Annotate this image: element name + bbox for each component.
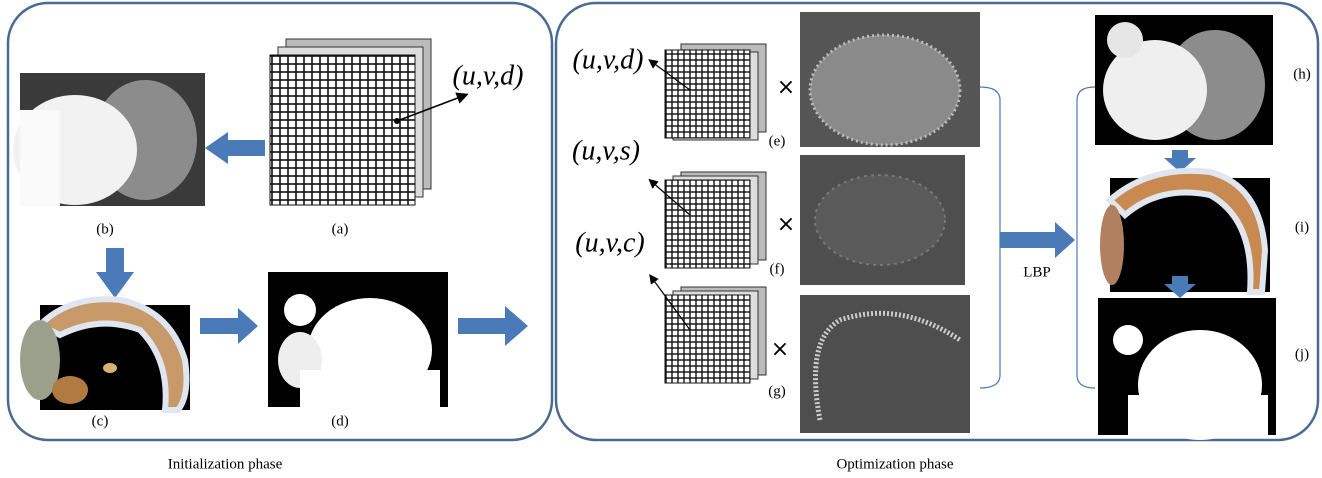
phase-caption: Optimization phase [836, 456, 953, 472]
grid-stack [665, 44, 766, 140]
operator: × [777, 75, 795, 100]
arrow [1000, 222, 1075, 258]
panel-label: (b) [96, 221, 114, 237]
grid-stack [665, 287, 766, 383]
method: LBP [1023, 264, 1051, 280]
depth-image [1095, 15, 1273, 145]
tuple: (u,v,c) [575, 227, 644, 258]
bracket [1077, 87, 1095, 388]
bracket [980, 87, 1000, 388]
panel-label: (d) [331, 413, 349, 429]
arrow [458, 306, 528, 346]
arrow [200, 308, 258, 344]
cost-image [800, 295, 970, 433]
diagram: (u,v,d) (a) (b) (c) (d) (u,v,d) (u,v,s) … [0, 0, 1322, 478]
cost-image [800, 155, 965, 285]
alpha-image [1098, 298, 1276, 440]
operator: × [777, 212, 795, 237]
grid-stack [665, 172, 766, 268]
tuple: (u,v,s) [572, 135, 640, 166]
tuple: (u,v,d) [453, 60, 524, 91]
panel-label: (e) [769, 133, 786, 149]
cost-image [800, 12, 980, 147]
panel-label: (f) [770, 261, 785, 277]
panel-label: (j) [1295, 346, 1309, 362]
tuple: (u,v,d) [573, 44, 644, 75]
color-image [20, 299, 190, 410]
arrow [205, 132, 265, 164]
alpha-image [268, 272, 448, 407]
panel-label: (a) [332, 221, 349, 237]
arrow [96, 248, 134, 298]
panel-label: (c) [92, 413, 109, 429]
panel-label: (g) [768, 383, 786, 399]
phase-caption: Initialization phase [168, 456, 283, 472]
grid-stack [270, 39, 431, 205]
depth-image [13, 73, 205, 206]
color-image [1100, 171, 1270, 292]
operator: × [771, 337, 789, 362]
panel-label: (i) [1295, 219, 1309, 235]
panel-label: (h) [1293, 66, 1311, 82]
